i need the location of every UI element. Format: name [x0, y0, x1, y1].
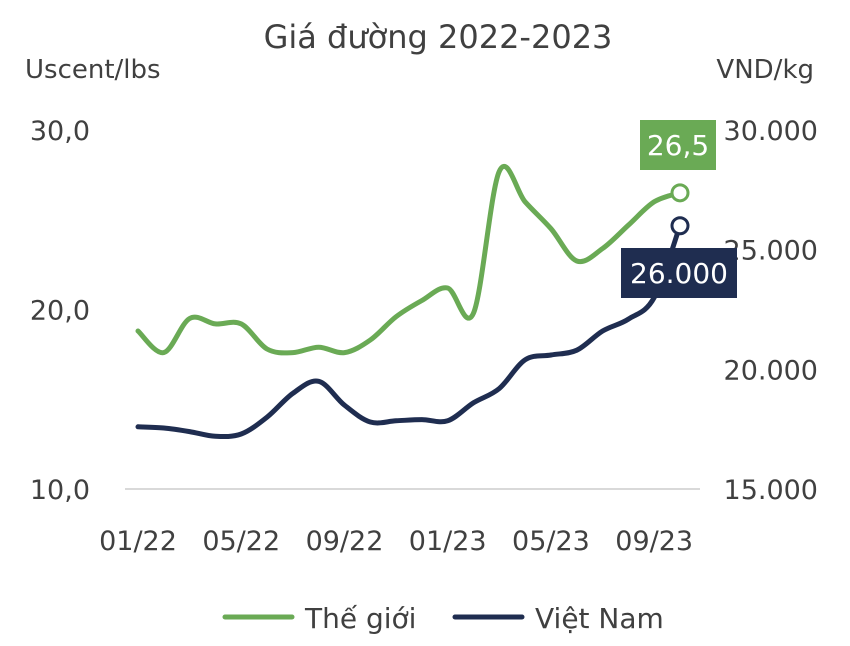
end-label-the-gioi: 26,5 — [647, 129, 709, 162]
legend: Thế giới Việt Nam — [222, 602, 664, 635]
series-line-viet-nam — [135, 223, 683, 440]
x-tick-label: 01/23 — [409, 526, 487, 557]
right-axis-label: VND/kg — [716, 55, 814, 85]
chart-title: Giá đường 2022-2023 — [264, 18, 613, 56]
x-tick-label: 01/22 — [99, 526, 177, 557]
end-label-box-the-gioi — [640, 120, 716, 170]
end-label-viet-nam: 26.000 — [630, 257, 728, 290]
left-tick-label: 10,0 — [30, 475, 90, 506]
right-axis-ticks: 15.000 20.000 25.000 30.000 — [724, 116, 818, 506]
right-tick-label: 30.000 — [724, 116, 818, 147]
x-tick-label: 05/23 — [512, 526, 590, 557]
x-tick-label: 09/23 — [615, 526, 693, 557]
left-axis-label: Uscent/lbs — [25, 55, 161, 85]
legend-label-viet-nam: Việt Nam — [535, 602, 664, 635]
x-axis-ticks: 01/22 05/22 09/22 01/23 05/23 09/23 — [99, 526, 693, 557]
left-tick-label: 20,0 — [30, 296, 90, 327]
end-label-box-viet-nam — [621, 248, 737, 298]
left-axis-ticks: 10,0 20,0 30,0 — [30, 116, 90, 506]
series-layer — [135, 164, 690, 440]
legend-label-the-gioi: Thế giới — [304, 602, 416, 635]
right-tick-label: 25.000 — [724, 236, 818, 267]
left-tick-label: 30,0 — [30, 116, 90, 147]
right-tick-label: 20.000 — [724, 355, 818, 386]
series-line-the-gioi — [135, 164, 683, 356]
series-end-marker-viet-nam — [670, 216, 690, 236]
x-tick-label: 09/22 — [306, 526, 384, 557]
right-tick-label: 15.000 — [724, 475, 818, 506]
x-tick-label: 05/22 — [202, 526, 280, 557]
end-labels: 26,5 26.000 — [621, 120, 737, 298]
series-end-marker-the-gioi — [670, 183, 690, 203]
